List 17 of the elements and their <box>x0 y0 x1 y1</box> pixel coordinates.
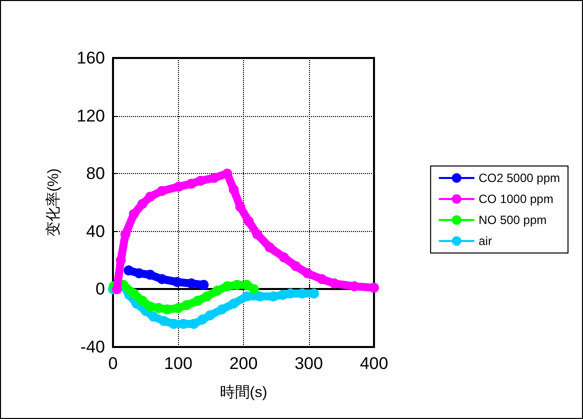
legend-label: NO 500 ppm <box>478 213 547 227</box>
y-tick-label: -40 <box>80 338 105 356</box>
x-tick-label: 400 <box>360 354 388 373</box>
x-tick-label: 300 <box>294 354 323 373</box>
x-tick-label: 100 <box>164 354 192 373</box>
legend-label: air <box>478 234 492 248</box>
x-tick-label: 200 <box>229 354 258 373</box>
x-tick-label: 0 <box>108 354 118 373</box>
y-tick-label: 160 <box>76 48 105 68</box>
x-axis-title: 時間(s) <box>220 384 268 401</box>
legend-label: CO2 5000 ppm <box>478 171 560 185</box>
legend-label: CO 1000 ppm <box>478 192 554 206</box>
y-tick-label: 0 <box>96 280 105 299</box>
y-tick-label: 80 <box>86 164 105 184</box>
y-tick-label: 40 <box>86 222 105 241</box>
y-tick-label: 120 <box>76 106 105 126</box>
y-axis-title: 变化率(%) <box>45 168 62 237</box>
